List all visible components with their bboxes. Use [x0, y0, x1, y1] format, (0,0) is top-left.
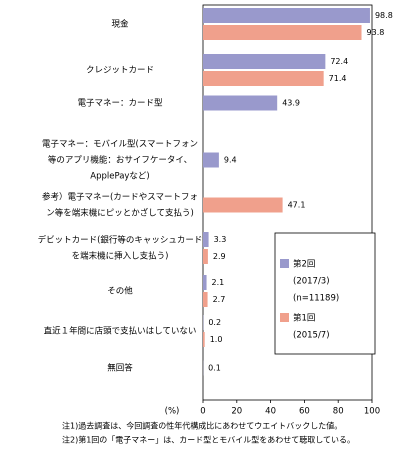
value-label: 2.9	[213, 252, 226, 261]
value-label: 0.2	[208, 318, 221, 327]
legend-swatch	[280, 259, 289, 268]
bar	[203, 25, 362, 40]
value-label: 43.9	[282, 99, 300, 108]
legend-label: 第2回	[293, 259, 315, 270]
x-unit: (%)	[165, 407, 180, 417]
value-label: 71.4	[329, 74, 347, 83]
bar	[203, 249, 208, 264]
x-tick-label: 0	[200, 407, 205, 417]
category-label: ン等を端末機にピッとかざして支払う)	[46, 208, 194, 219]
category-label: 現金	[111, 19, 129, 30]
category-label: 無回答	[107, 363, 133, 374]
value-label: 2.7	[213, 295, 226, 304]
x-tick-label: 80	[333, 407, 344, 417]
bar	[203, 275, 207, 290]
legend-box	[274, 232, 376, 355]
category-label: 電子マネー：カード型	[77, 99, 163, 109]
legend-detail: (2015/7)	[293, 331, 330, 341]
value-label: 2.1	[212, 278, 225, 287]
category-label: その他	[107, 286, 133, 297]
category-label: クレジットカード	[86, 66, 154, 76]
x-tick-label: 100	[364, 407, 380, 417]
category-label: 直近１年間に店頭で支払いはしていない	[44, 326, 197, 337]
bar	[203, 54, 326, 69]
category-label: 参考）電子マネー(カードやスマートフォ	[42, 192, 198, 203]
bar	[203, 292, 208, 307]
x-tick-label: 40	[265, 407, 276, 417]
bar	[203, 95, 278, 111]
bar	[203, 332, 205, 347]
category-label: 等のアプリ機能：おサイフケータイ、	[48, 155, 192, 166]
value-label: 93.8	[367, 28, 385, 37]
category-label: 電子マネー：モバイル型(スマートフォン	[42, 140, 198, 150]
bar	[203, 71, 324, 86]
note: 注1)過去調査は、今回調査の性年代構成比にあわせてウエイトバックした値。	[62, 421, 342, 431]
category-label: デビットカード(銀行等のキャッシュカード	[38, 235, 203, 246]
value-label: 1.0	[210, 335, 223, 344]
legend-swatch	[280, 313, 289, 322]
note: 注2)第1回の「電子マネー」は、カード型とモバイル型をあわせて聴取している。	[62, 435, 355, 445]
bar	[203, 232, 209, 247]
value-label: 9.4	[224, 156, 237, 165]
value-label: 98.8	[375, 11, 393, 20]
value-label: 3.3	[214, 235, 227, 244]
category-label: ApplePayなど)	[90, 172, 150, 182]
x-tick-label: 20	[231, 407, 242, 417]
bar	[203, 152, 219, 168]
bar	[203, 8, 370, 23]
x-tick-label: 60	[299, 407, 310, 417]
value-label: 72.4	[330, 57, 348, 66]
legend-label: 第1回	[293, 313, 315, 324]
legend-detail: (n=11189)	[293, 294, 339, 304]
value-label: 47.1	[288, 201, 306, 210]
value-label: 0.1	[208, 364, 221, 373]
bar	[203, 197, 283, 213]
category-label: を端末機に挿入し支払う)	[72, 251, 169, 262]
legend-detail: (2017/3)	[293, 277, 330, 287]
